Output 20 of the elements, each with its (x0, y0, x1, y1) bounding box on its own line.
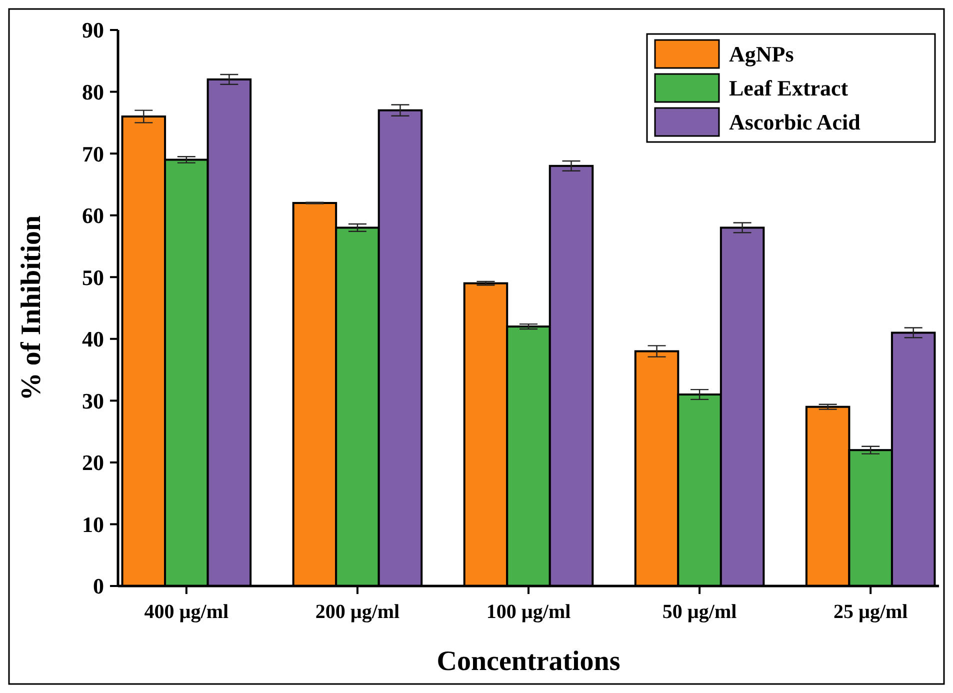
y-tick-label: 70 (82, 141, 104, 166)
y-tick-label: 50 (82, 264, 104, 290)
y-tick-label: 0 (93, 574, 104, 599)
x-tick-label: 100 µg/ml (486, 601, 572, 623)
y-tick-label: 90 (82, 18, 104, 43)
x-tick-label: 400 µg/ml (144, 601, 230, 623)
y-axis-title: % of Inhibition (16, 214, 47, 401)
y-tick-label: 30 (82, 388, 104, 414)
x-tick-label: 50 µg/ml (662, 601, 738, 623)
x-tick-label: 25 µg/ml (833, 601, 908, 623)
y-tick-label: 80 (82, 79, 104, 104)
legend-label: Leaf Extract (729, 76, 849, 101)
y-tick-label: 20 (82, 450, 104, 476)
y-tick-label: 60 (82, 203, 104, 228)
y-tick-label: 10 (82, 512, 104, 537)
y-tick-label: 40 (82, 326, 104, 352)
legend-label: AgNPs (729, 42, 794, 67)
x-axis-title: Concentrations (436, 646, 620, 677)
x-tick-label: 200 µg/ml (315, 601, 400, 623)
legend-label: Ascorbic Acid (729, 110, 860, 135)
